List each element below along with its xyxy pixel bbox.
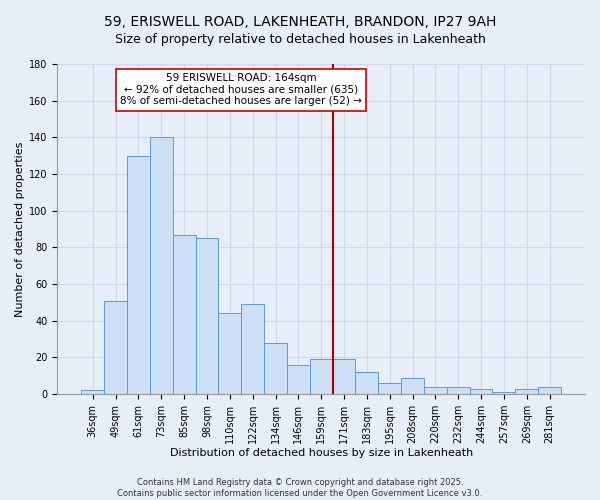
Bar — [401, 378, 424, 394]
Bar — [127, 156, 150, 394]
Text: 59, ERISWELL ROAD, LAKENHEATH, BRANDON, IP27 9AH: 59, ERISWELL ROAD, LAKENHEATH, BRANDON, … — [104, 15, 496, 29]
Bar — [515, 388, 538, 394]
Bar — [150, 138, 173, 394]
Text: 59 ERISWELL ROAD: 164sqm
← 92% of detached houses are smaller (635)
8% of semi-d: 59 ERISWELL ROAD: 164sqm ← 92% of detach… — [121, 73, 362, 106]
Bar — [493, 392, 515, 394]
Bar — [218, 314, 241, 394]
Bar — [447, 387, 470, 394]
Text: Contains HM Land Registry data © Crown copyright and database right 2025.
Contai: Contains HM Land Registry data © Crown c… — [118, 478, 482, 498]
Text: Size of property relative to detached houses in Lakenheath: Size of property relative to detached ho… — [115, 32, 485, 46]
Bar — [332, 360, 355, 394]
Bar — [241, 304, 264, 394]
Bar — [104, 300, 127, 394]
Bar — [196, 238, 218, 394]
X-axis label: Distribution of detached houses by size in Lakenheath: Distribution of detached houses by size … — [170, 448, 473, 458]
Bar — [287, 365, 310, 394]
Bar — [355, 372, 378, 394]
Bar — [470, 388, 493, 394]
Y-axis label: Number of detached properties: Number of detached properties — [15, 142, 25, 316]
Bar — [538, 387, 561, 394]
Bar — [264, 343, 287, 394]
Bar — [173, 234, 196, 394]
Bar — [378, 383, 401, 394]
Bar — [424, 387, 447, 394]
Bar — [310, 360, 332, 394]
Bar — [82, 390, 104, 394]
